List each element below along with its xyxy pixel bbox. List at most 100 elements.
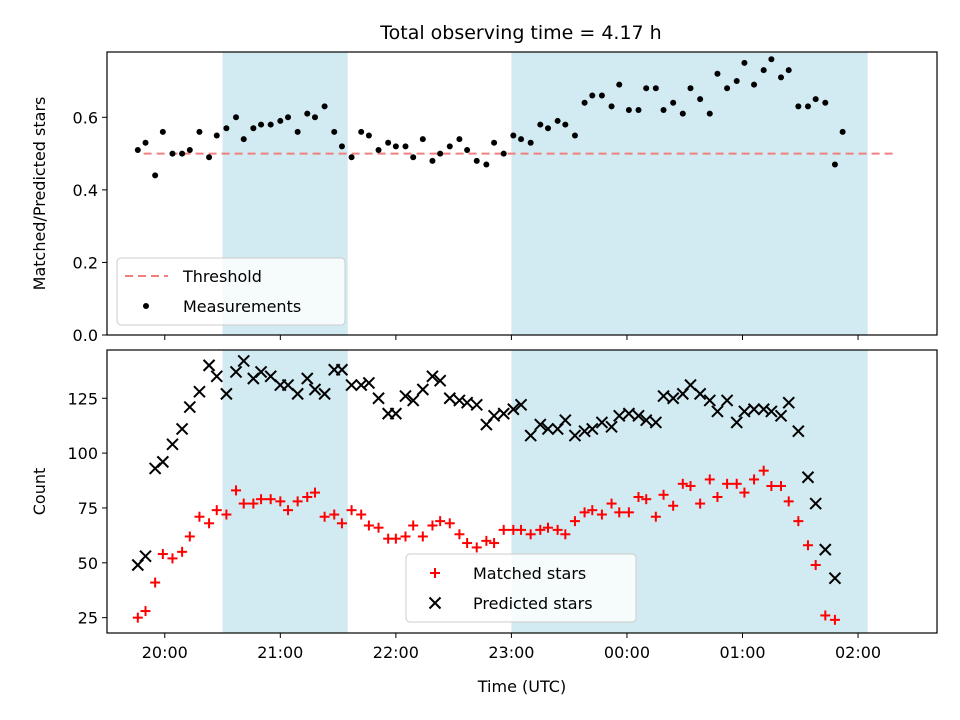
predicted-stars-marker bbox=[229, 365, 243, 379]
matched-stars-marker bbox=[704, 474, 715, 485]
measurement-point bbox=[240, 136, 247, 143]
measurement-point bbox=[365, 132, 372, 139]
y-tick-label: 0.4 bbox=[73, 181, 98, 200]
measurement-point bbox=[223, 125, 230, 132]
matched-stars-marker bbox=[283, 505, 294, 516]
measurement-point bbox=[652, 85, 659, 92]
matched-stars-marker bbox=[641, 494, 652, 505]
predicted-stars-marker-b bbox=[264, 370, 277, 383]
predicted-stars-marker bbox=[166, 438, 179, 451]
predicted-stars-marker-b bbox=[640, 413, 653, 427]
measurement-point bbox=[741, 59, 748, 66]
predicted-stars-marker bbox=[720, 394, 734, 407]
matched-stars-marker bbox=[758, 465, 769, 476]
measurement-point bbox=[392, 143, 399, 150]
predicted-stars-marker-b bbox=[578, 424, 591, 438]
predicted-stars-marker-b bbox=[416, 383, 430, 396]
predicted-stars-marker-b bbox=[693, 387, 707, 401]
shaded-interval-2 bbox=[511, 52, 868, 335]
predicted-stars-marker-b bbox=[730, 416, 743, 429]
predicted-stars-marker bbox=[426, 370, 439, 383]
y-tick-label: 0.6 bbox=[73, 108, 98, 127]
predicted-stars-marker bbox=[568, 429, 582, 442]
measurement-point bbox=[785, 67, 792, 74]
measurement-point bbox=[464, 146, 471, 153]
matched-stars-marker bbox=[256, 494, 267, 505]
measurement-point bbox=[831, 161, 838, 168]
predicted-stars-marker-b bbox=[433, 374, 447, 387]
matched-stars-marker bbox=[722, 478, 733, 489]
measurement-point bbox=[697, 96, 704, 103]
predicted-stars-marker-b bbox=[345, 378, 358, 392]
predicted-stars-marker bbox=[809, 497, 822, 510]
measurement-point bbox=[429, 157, 436, 164]
count-panel-frame bbox=[106, 349, 938, 634]
predicted-stars-marker-b bbox=[362, 376, 376, 390]
measurement-point bbox=[258, 121, 265, 128]
predicted-stars-marker-b bbox=[175, 422, 189, 436]
count-legend: Matched stars Predicted stars bbox=[405, 553, 637, 623]
predicted-stars-marker bbox=[389, 407, 403, 420]
measurement-point bbox=[822, 99, 829, 106]
measurement-point bbox=[142, 139, 149, 146]
predicted-stars-marker bbox=[453, 394, 466, 407]
predicted-stars-marker bbox=[507, 403, 520, 416]
matched-stars-marker bbox=[435, 516, 446, 527]
measurement-point bbox=[714, 70, 721, 77]
matched-stars-marker bbox=[498, 524, 509, 535]
predicted-stars-marker bbox=[613, 409, 626, 423]
predicted-stars-marker bbox=[433, 374, 447, 387]
measurement-point bbox=[812, 96, 819, 103]
predicted-stars-marker bbox=[254, 365, 268, 379]
y-tick-label: 50 bbox=[78, 554, 98, 573]
matched-stars-marker bbox=[346, 505, 357, 516]
measurement-point bbox=[589, 92, 596, 99]
matched-stars-marker bbox=[587, 505, 598, 516]
predicted-stars-marker-b bbox=[229, 365, 243, 379]
predicted-stars-marker bbox=[703, 394, 716, 407]
matched-stars-marker bbox=[793, 516, 804, 527]
predicted-stars-marker bbox=[711, 405, 724, 418]
ratio-legend: Threshold Measurements bbox=[116, 257, 346, 326]
predicted-stars-marker bbox=[416, 383, 430, 396]
x-tick-label: 02:00 bbox=[835, 643, 881, 662]
measurement-point bbox=[483, 161, 490, 168]
predicted-stars-marker bbox=[738, 405, 751, 418]
matched-stars-marker bbox=[650, 511, 661, 522]
matched-stars-marker bbox=[623, 507, 634, 518]
predicted-stars-marker bbox=[156, 455, 170, 469]
measurement-point bbox=[473, 157, 480, 164]
predicted-stars-marker bbox=[657, 389, 670, 403]
measurement-point bbox=[267, 121, 274, 128]
predicted-stars-marker bbox=[335, 363, 349, 376]
measurement-point bbox=[562, 121, 569, 128]
y-tick-label: 25 bbox=[78, 609, 98, 628]
measurement-point bbox=[206, 154, 213, 161]
predicted-stars-marker bbox=[406, 394, 420, 407]
matched-stars-marker bbox=[685, 481, 696, 492]
matched-stars-marker bbox=[248, 498, 259, 509]
measurement-point bbox=[527, 139, 534, 146]
predicted-stars-marker-b bbox=[774, 409, 788, 423]
measurement-point bbox=[134, 146, 141, 153]
predicted-stars-marker bbox=[460, 396, 474, 409]
predicted-stars-marker bbox=[632, 409, 645, 423]
predicted-stars-marker-b bbox=[202, 359, 216, 372]
matched-stars-marker bbox=[749, 474, 760, 485]
matched-stars-marker bbox=[596, 509, 607, 520]
matched-stars-marker bbox=[658, 489, 669, 500]
legend-threshold-label: Threshold bbox=[182, 267, 262, 286]
measurement-point bbox=[304, 110, 311, 117]
predicted-stars-marker bbox=[281, 378, 295, 392]
predicted-stars-marker bbox=[578, 424, 591, 438]
matched-stars-marker bbox=[471, 542, 482, 553]
matched-stars-marker bbox=[132, 612, 143, 623]
predicted-stars-marker-b bbox=[291, 387, 304, 401]
measurement-point bbox=[331, 128, 338, 135]
predicted-stars-marker-b bbox=[514, 398, 528, 412]
measurement-point bbox=[348, 154, 355, 161]
predicted-stars-marker bbox=[586, 422, 599, 436]
measurement-point bbox=[616, 81, 623, 88]
measurement-point bbox=[768, 56, 775, 63]
predicted-stars-marker-b bbox=[757, 403, 770, 416]
